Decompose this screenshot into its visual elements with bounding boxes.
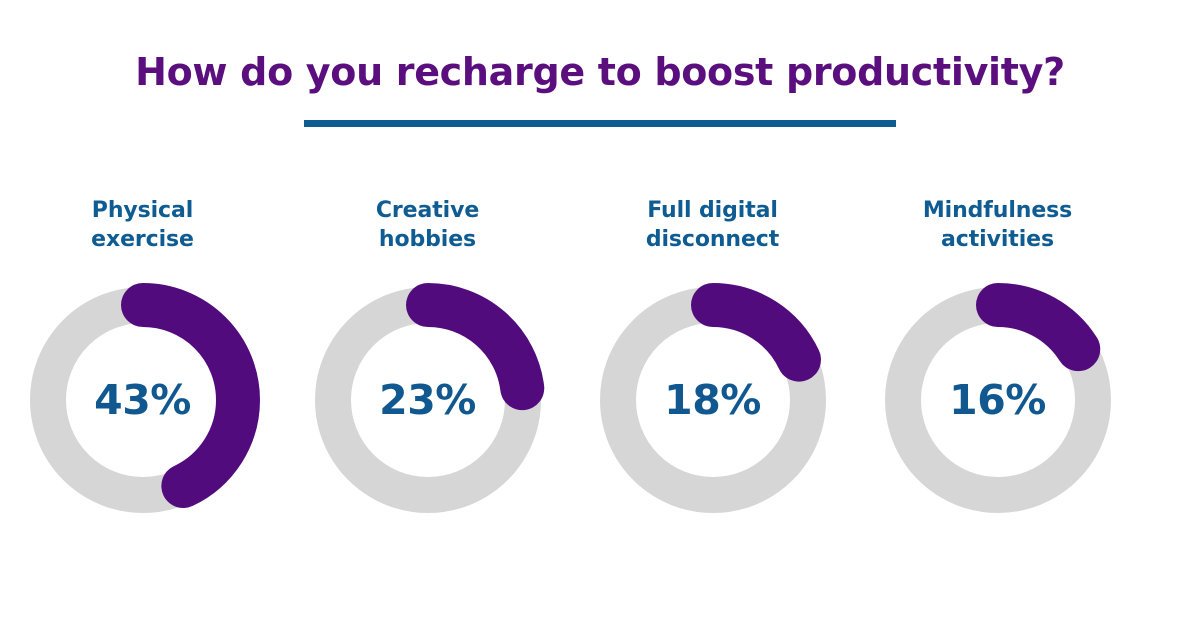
donut-label-line2: disconnect — [645, 227, 780, 253]
donut-value-arc — [310, 283, 545, 517]
donut-svg — [310, 283, 545, 517]
donut-label-line1: Full digital — [647, 198, 778, 223]
donut-value-arc — [25, 283, 260, 517]
donut-label-full-digital-disconnect: Full digital disconnect — [593, 196, 833, 258]
donut-gauge-physical-exercise: 43% — [23, 280, 263, 520]
donut-label-line2: activities — [941, 227, 1054, 253]
donut-svg — [880, 283, 1115, 517]
donut-gauge-full-digital-disconnect: 18% — [593, 280, 833, 520]
title-underline-rule — [304, 119, 896, 127]
donut-svg — [595, 283, 830, 517]
donut-label-creative-hobbies: Creative hobbies — [308, 196, 548, 258]
donut-card-creative-hobbies: Creative hobbies 23% — [285, 196, 570, 520]
donut-value-arc — [880, 283, 1115, 517]
page-title: How do you recharge to boost productivit… — [135, 50, 1065, 94]
header: How do you recharge to boost productivit… — [0, 50, 1200, 127]
donut-label-line1: Mindfulness — [922, 198, 1073, 223]
donut-value-arc — [595, 283, 830, 517]
donut-label-mindfulness-activities: Mindfulness activities — [878, 196, 1118, 258]
donut-label-line2: exercise — [91, 227, 194, 253]
donut-label-physical-exercise: Physical exercise — [23, 196, 263, 258]
donut-label-line2: hobbies — [378, 227, 477, 253]
donut-card-full-digital-disconnect: Full digital disconnect 18% — [570, 196, 855, 520]
donut-label-line1: Creative — [375, 198, 480, 223]
donut-card-mindfulness-activities: Mindfulness activities 16% — [855, 196, 1140, 520]
donut-chart-row: Physical exercise 43% Creative hobbies — [0, 196, 1200, 520]
donut-gauge-mindfulness-activities: 16% — [878, 280, 1118, 520]
donut-card-physical-exercise: Physical exercise 43% — [0, 196, 285, 520]
donut-gauge-creative-hobbies: 23% — [308, 280, 548, 520]
donut-label-line1: Physical — [91, 198, 194, 223]
donut-svg — [25, 283, 260, 517]
